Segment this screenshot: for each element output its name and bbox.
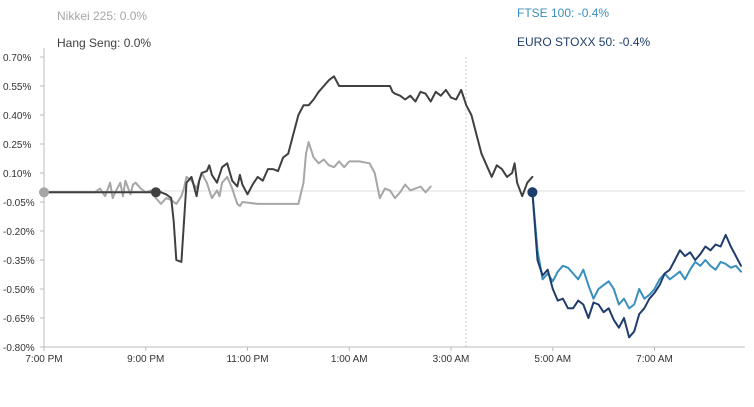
series-line-hang-seng (43, 75, 534, 263)
y-tick-label: -0.65% (3, 314, 35, 325)
x-tick-label: 7:00 PM (25, 354, 62, 365)
y-tick-label: -0.05% (3, 198, 35, 209)
series-start-marker-nikkei-225 (39, 187, 49, 198)
series-lines (43, 75, 742, 339)
y-tick-label: 0.40% (3, 111, 31, 122)
series-line-ftse-100 (531, 191, 742, 310)
series-line-euro-stoxx-50 (531, 191, 742, 339)
series-start-marker-hang-seng (150, 187, 161, 198)
y-tick-label: 0.10% (3, 169, 31, 180)
series-line-nikkei-225 (43, 141, 432, 207)
chart-legend: Nikkei 225: 0.0% Hang Seng: 0.0% FTSE 10… (57, 6, 650, 50)
x-tick-label: 9:00 PM (127, 354, 164, 365)
series-start-markers (39, 187, 538, 198)
y-tick-label: -0.20% (3, 227, 35, 238)
x-tick-label: 3:00 AM (433, 354, 470, 365)
legend-hang-seng: Hang Seng: 0.0% (57, 36, 151, 50)
y-tick-label: 0.55% (3, 82, 31, 93)
y-tick-label: -0.80% (3, 343, 35, 354)
y-axis-ticks: 0.70% 0.55% 0.40% 0.25% 0.10% -0.05% -0.20% -0.… (3, 53, 44, 354)
series-start-marker-euro-stoxx-50 (527, 187, 538, 198)
x-tick-label: 1:00 AM (331, 354, 368, 365)
x-axis-ticks: 7:00 PM 9:00 PM 11:00 PM 1:00 AM 3:00 AM 5:00… (25, 347, 673, 365)
legend-ftse-100: FTSE 100: -0.4% (517, 6, 609, 20)
y-tick-label: 0.70% (3, 53, 31, 64)
x-tick-label: 11:00 PM (226, 354, 268, 365)
x-tick-label: 7:00 AM (636, 354, 673, 365)
legend-euro-stoxx-50: EURO STOXX 50: -0.4% (517, 35, 650, 49)
y-tick-label: -0.50% (3, 285, 35, 296)
x-tick-label: 5:00 AM (534, 354, 571, 365)
y-tick-label: -0.35% (3, 256, 35, 267)
legend-nikkei-225: Nikkei 225: 0.0% (57, 9, 147, 23)
y-tick-label: 0.25% (3, 140, 31, 151)
